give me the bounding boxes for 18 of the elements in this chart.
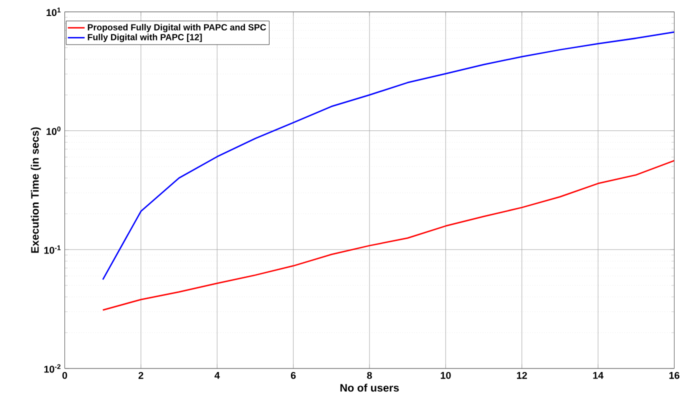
x-tick-label: 12	[517, 372, 527, 379]
x-tick-label: 16	[669, 372, 680, 379]
line-series	[102, 160, 674, 311]
x-tick-label: 0	[62, 372, 68, 379]
x-axis-title: No of users	[340, 384, 399, 392]
x-tick-label: 14	[593, 372, 604, 379]
x-tick-label: 8	[367, 372, 372, 379]
x-tick-label: 10	[440, 372, 451, 379]
x-tick-label: 2	[138, 372, 144, 379]
x-tick-label: 4	[214, 372, 220, 379]
y-tick-label: 10$^{-1}$	[44, 245, 61, 254]
legend-label: Proposed Fully Digital with PAPC and SPC	[88, 24, 266, 32]
y-tick-label: 10$^{1}$	[46, 8, 61, 16]
legend-label: Fully Digital with PAPC [12]	[88, 34, 202, 42]
y-tick-label: 10$^{0}$	[46, 126, 60, 136]
x-tick-label: 6	[290, 372, 296, 379]
y-tick-label: 10$^{-2}$	[44, 364, 60, 373]
y-axis-title: Execution Time (in secs)	[30, 127, 41, 253]
